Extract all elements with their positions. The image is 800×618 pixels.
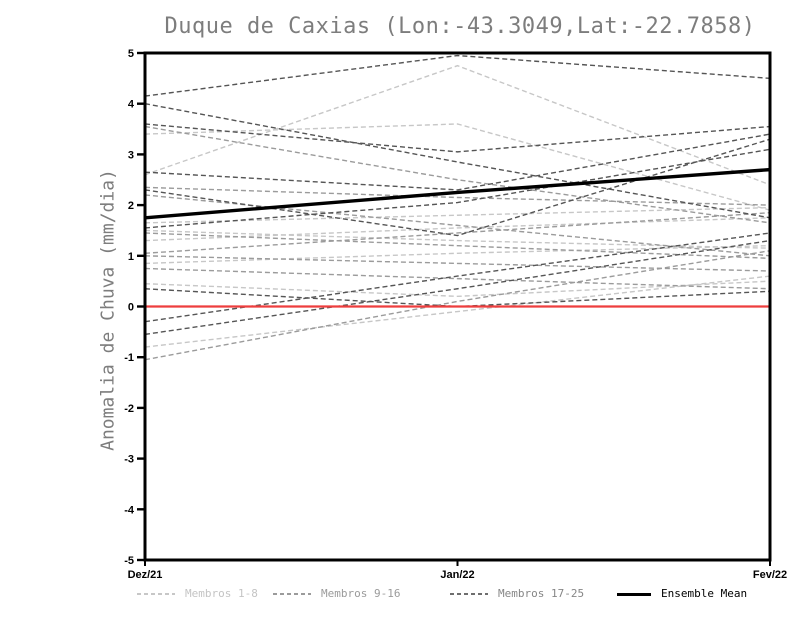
y-tick-label: 4 [128, 99, 135, 111]
chart-title: Duque de Caxias (Lon:-43.3049,Lat:-22.78… [164, 14, 756, 39]
member-line-8 [145, 275, 770, 348]
legend-label: Ensemble Mean [661, 587, 748, 600]
y-tick-label: 1 [128, 251, 134, 263]
member-line-16 [145, 194, 770, 257]
legend-entry-ensemble-mean: Ensemble Mean [617, 586, 747, 602]
member-line-3 [145, 206, 770, 224]
ensemble-mean-line [145, 167, 770, 220]
member-line-14 [145, 255, 770, 272]
solid-line-swatch [617, 592, 651, 596]
legend-entry-membros-1-8: Membros 1-8 [137, 586, 258, 602]
member-line-12 [145, 212, 770, 254]
y-tick-label: -3 [124, 454, 134, 466]
member-line-9 [145, 125, 770, 224]
y-tick-label: -1 [124, 352, 134, 364]
dashed-line-swatch [273, 593, 311, 595]
member-line-11 [145, 232, 770, 260]
member-line-20 [145, 133, 770, 191]
member-line-24 [145, 239, 770, 336]
y-tick-label: -2 [124, 403, 134, 415]
member-line-19 [145, 123, 770, 153]
legend-label: Membros 17-25 [498, 587, 585, 600]
member-line-22 [145, 148, 770, 229]
member-line-13 [145, 267, 770, 290]
x-tick-label: Dez/21 [128, 569, 163, 581]
member-line-10 [145, 186, 770, 206]
y-tick-label: 2 [128, 200, 134, 212]
x-tick-label: Jan/22 [440, 569, 474, 581]
legend-entry-membros-17-25: Membros 17-25 [450, 586, 584, 602]
y-tick-label: -4 [124, 504, 135, 516]
legend-label: Membros 1-8 [185, 587, 258, 600]
dashed-line-swatch [450, 593, 488, 595]
member-line-1 [145, 64, 770, 186]
member-line-15 [145, 250, 770, 361]
y-tick-label: -5 [124, 555, 134, 567]
legend-entry-membros-9-16: Membros 9-16 [273, 586, 400, 602]
dashed-line-swatch [137, 593, 175, 595]
member-line-21 [145, 138, 770, 237]
y-tick-label: 3 [128, 149, 134, 161]
legend-label: Membros 9-16 [321, 587, 401, 600]
member-line-2 [145, 123, 770, 211]
y-tick-label: 5 [128, 48, 134, 60]
y-tick-label: 0 [128, 302, 134, 314]
member-line-17 [145, 54, 770, 97]
member-line-7 [145, 280, 770, 298]
member-line-5 [145, 217, 770, 242]
member-line-6 [145, 244, 770, 265]
member-line-18 [145, 103, 770, 219]
series-layer [145, 54, 770, 361]
x-tick-label: Fev/22 [753, 569, 787, 581]
legend: Membros 1-8 Membros 9-16 Membros 17-25 E… [0, 586, 800, 602]
member-line-25 [145, 288, 770, 308]
